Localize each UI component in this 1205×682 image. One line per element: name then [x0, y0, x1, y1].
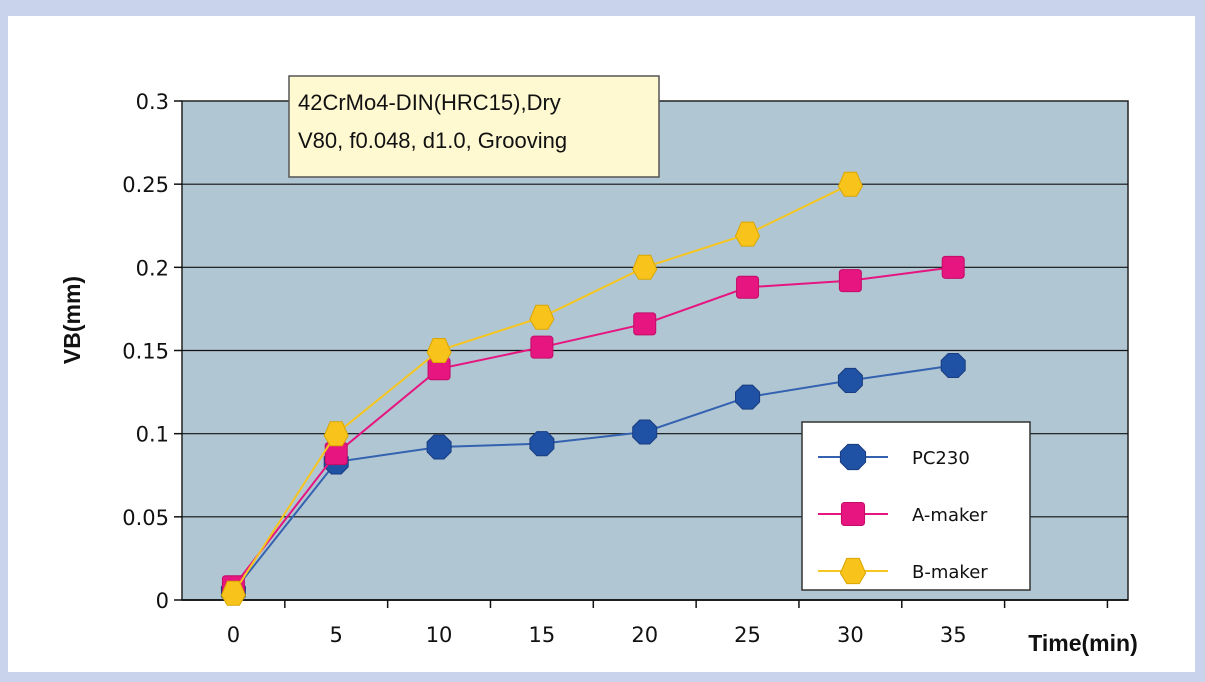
y-tick-label: 0.3 — [136, 90, 169, 114]
data-point — [530, 335, 554, 359]
y-tick-label: 0.25 — [122, 173, 169, 197]
legend: PC230 A-maker B-maker — [801, 421, 1031, 591]
condition-annotation: 42CrMo4-DIN(HRC15),Dry V80, f0.048, d1.0… — [288, 75, 660, 178]
data-point — [941, 255, 965, 279]
y-tick-label: 0.15 — [122, 340, 169, 364]
data-point — [529, 431, 555, 457]
data-point — [426, 338, 452, 363]
data-point — [529, 304, 555, 330]
annotation-line-1: 42CrMo4-DIN(HRC15),Dry — [298, 90, 561, 115]
legend-label: PC230 — [912, 448, 970, 469]
series-b-maker — [220, 171, 863, 606]
data-point — [426, 434, 452, 460]
y-tick-label: 0.2 — [136, 256, 169, 280]
series-line — [232, 266, 954, 588]
data-point — [837, 171, 863, 197]
data-point — [220, 580, 246, 606]
x-tick-label: 20 — [631, 623, 658, 647]
data-point — [633, 312, 657, 336]
data-point — [837, 367, 863, 393]
axes: 0 0.05 0.1 0.15 0.2 0.25 0.3 0 5 10 15 20 25 30 35 — [122, 90, 1128, 647]
legend-marker — [840, 501, 866, 527]
x-tick-label: 10 — [426, 623, 453, 647]
annotation-line-2: V80, f0.048, d1.0, Grooving — [298, 128, 567, 153]
data-point — [736, 275, 760, 299]
legend-marker — [839, 443, 867, 471]
x-tick-label: 0 — [227, 623, 240, 647]
data-point — [735, 384, 761, 410]
series-layer — [220, 171, 966, 606]
legend-label: B-maker — [912, 562, 988, 583]
legend-label: A-maker — [912, 505, 988, 526]
x-tick-label: 35 — [940, 623, 967, 647]
x-tick-label: 5 — [330, 623, 343, 647]
data-point — [632, 419, 658, 445]
data-point — [838, 269, 862, 293]
x-tick-label: 15 — [529, 623, 556, 647]
x-tick-label: 25 — [734, 623, 761, 647]
legend-marker — [839, 557, 867, 585]
x-axis-label: Time(min) — [1028, 630, 1137, 656]
y-tick-label: 0.05 — [122, 506, 169, 530]
data-point — [323, 421, 349, 447]
y-tick-label: 0 — [156, 589, 169, 613]
y-axis-label: VB(mm) — [59, 276, 85, 364]
y-tick-label: 0.1 — [136, 423, 169, 447]
data-point — [632, 254, 658, 280]
x-tick-label: 30 — [837, 623, 864, 647]
series-line — [232, 364, 954, 593]
data-point — [734, 221, 761, 247]
data-point — [940, 353, 966, 378]
